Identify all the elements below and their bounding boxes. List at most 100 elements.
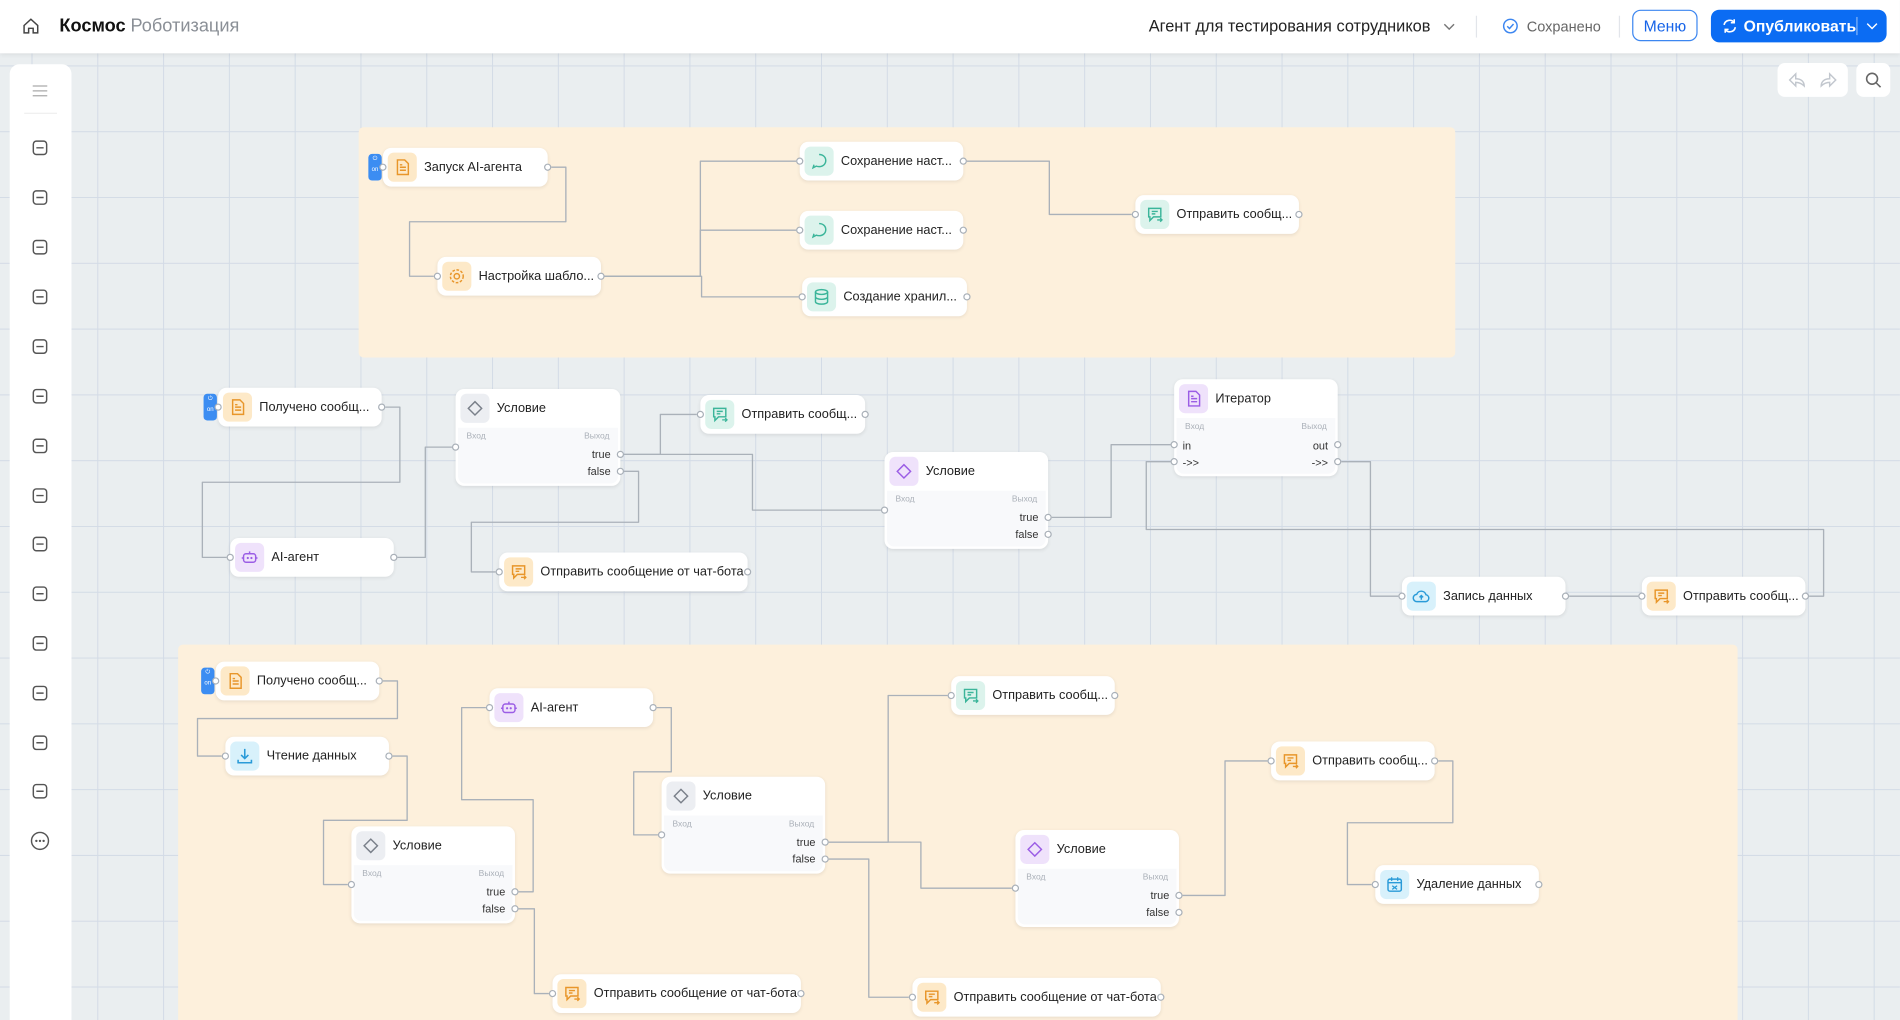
- trigger-toggle[interactable]: ⏻ on: [201, 667, 215, 695]
- connection-port[interactable]: [1044, 513, 1052, 522]
- condition-node[interactable]: Условие Вход Выход true false: [1011, 830, 1183, 927]
- connection-port[interactable]: [1157, 993, 1165, 1001]
- iterator-node[interactable]: Итератор Вход Выход in ->> out ->>: [1170, 379, 1342, 477]
- connection-port[interactable]: [1175, 891, 1183, 900]
- workflow-node[interactable]: Отправить сообщ...: [1267, 741, 1439, 781]
- connection-port[interactable]: [1334, 458, 1342, 466]
- connection-port[interactable]: [959, 157, 967, 165]
- share-icon[interactable]: [29, 780, 51, 802]
- workflow-node[interactable]: AI-агент: [226, 537, 398, 577]
- connection-port[interactable]: [1801, 592, 1810, 600]
- chevron-down-icon[interactable]: [1866, 22, 1878, 30]
- users-icon[interactable]: [29, 435, 51, 457]
- connection-port[interactable]: [1334, 441, 1342, 449]
- connection-port[interactable]: [511, 905, 519, 913]
- filter-icon[interactable]: [29, 485, 51, 507]
- workflow-node[interactable]: AI-агент: [485, 688, 657, 728]
- publish-button[interactable]: Опубликовать: [1710, 9, 1887, 43]
- workflow-node[interactable]: Запись данных: [1398, 576, 1570, 616]
- connection-port[interactable]: [1371, 880, 1379, 889]
- connection-port[interactable]: [214, 403, 222, 411]
- connection-port[interactable]: [511, 888, 519, 896]
- workflow-node[interactable]: Получено сообщ...: [214, 387, 386, 427]
- workflow-node[interactable]: Отправить сообщ...: [1638, 576, 1810, 616]
- connection-port[interactable]: [616, 467, 625, 475]
- workflow-node[interactable]: Отправить сообщение от чат-бота: [908, 977, 1165, 1017]
- connection-port[interactable]: [616, 450, 625, 459]
- sparkles-icon[interactable]: [29, 286, 51, 308]
- connection-port[interactable]: [821, 838, 829, 846]
- connection-port[interactable]: [433, 272, 442, 280]
- check-box-icon[interactable]: [29, 732, 51, 754]
- connection-port[interactable]: [375, 677, 383, 685]
- workflow-node[interactable]: Настройка шабло...: [433, 256, 605, 296]
- connection-port[interactable]: [379, 163, 387, 171]
- connection-port[interactable]: [495, 568, 503, 576]
- database-icon[interactable]: [29, 236, 51, 258]
- trigger-toggle[interactable]: ⏻ on: [203, 393, 217, 421]
- condition-node[interactable]: Условие Вход Выход true false: [451, 388, 625, 486]
- connection-port[interactable]: [959, 226, 967, 234]
- workflow-node[interactable]: Отправить сообщение от чат-бота: [495, 552, 752, 592]
- condition-node[interactable]: Условие Вход Выход true false: [657, 776, 829, 874]
- connection-port[interactable]: [1170, 458, 1178, 466]
- connection-port[interactable]: [1111, 691, 1119, 700]
- layers-icon[interactable]: [29, 187, 51, 209]
- connection-port[interactable]: [1175, 908, 1183, 917]
- pen-icon[interactable]: [29, 682, 51, 704]
- connection-port[interactable]: [1561, 592, 1570, 600]
- connection-port[interactable]: [947, 691, 955, 700]
- workflow-node[interactable]: Отправить сообщ...: [1131, 195, 1303, 234]
- connection-port[interactable]: [347, 880, 356, 889]
- connection-port[interactable]: [390, 553, 398, 562]
- condition-node[interactable]: Условие Вход Выход true false: [880, 451, 1052, 549]
- connection-port[interactable]: [696, 410, 704, 419]
- connection-port[interactable]: [221, 752, 230, 760]
- connection-port[interactable]: [880, 506, 889, 514]
- chat-icon[interactable]: [29, 633, 51, 655]
- connection-port[interactable]: [796, 226, 804, 234]
- connection-port[interactable]: [544, 163, 552, 171]
- connection-port[interactable]: [1267, 757, 1275, 765]
- connection-port[interactable]: [226, 553, 234, 562]
- connection-port[interactable]: [657, 831, 666, 839]
- connection-port[interactable]: [1044, 530, 1052, 538]
- connection-port[interactable]: [1398, 592, 1406, 600]
- connection-port[interactable]: [385, 752, 393, 760]
- connection-port[interactable]: [485, 703, 494, 712]
- connection-port[interactable]: [797, 989, 805, 998]
- agent-selector[interactable]: Агент для тестирования сотрудников: [1149, 17, 1456, 35]
- integration-icon[interactable]: [29, 336, 51, 358]
- menu-button[interactable]: Меню: [1632, 9, 1698, 42]
- checklist-icon[interactable]: [29, 533, 51, 555]
- search-button[interactable]: [1856, 63, 1891, 97]
- rocket-icon[interactable]: [29, 137, 51, 159]
- contact-icon[interactable]: [29, 583, 51, 605]
- workflow-node[interactable]: Запуск AI-агента: [379, 147, 552, 187]
- connection-port[interactable]: [1295, 210, 1303, 219]
- redo-icon[interactable]: [1820, 71, 1837, 88]
- workflow-node[interactable]: Сохранение наст...: [796, 141, 967, 181]
- connection-port[interactable]: [798, 293, 806, 301]
- workflow-node[interactable]: Создание хранил...: [798, 277, 971, 317]
- connection-port[interactable]: [1431, 757, 1439, 765]
- workflow-node[interactable]: Отправить сообщение от чат-бота: [548, 974, 805, 1013]
- connection-port[interactable]: [1131, 210, 1139, 219]
- connection-port[interactable]: [597, 272, 605, 280]
- connection-port[interactable]: [1011, 884, 1020, 892]
- connection-port[interactable]: [1170, 441, 1178, 449]
- connection-port[interactable]: [908, 993, 917, 1001]
- connection-port[interactable]: [378, 403, 386, 411]
- workflow-node[interactable]: Чтение данных: [221, 736, 393, 776]
- workflow-node[interactable]: Удаление данных: [1371, 865, 1543, 904]
- condition-node[interactable]: Условие Вход Выход true false: [347, 826, 519, 924]
- connection-port[interactable]: [1535, 880, 1543, 889]
- menu-icon[interactable]: [29, 80, 51, 102]
- connection-port[interactable]: [821, 855, 829, 863]
- undo-icon[interactable]: [1788, 71, 1805, 88]
- workflow-node[interactable]: Отправить сообщ...: [696, 395, 869, 434]
- connection-port[interactable]: [548, 989, 557, 998]
- more-icon[interactable]: [29, 830, 51, 852]
- workflow-node[interactable]: Сохранение наст...: [796, 210, 967, 250]
- connection-port[interactable]: [649, 703, 657, 712]
